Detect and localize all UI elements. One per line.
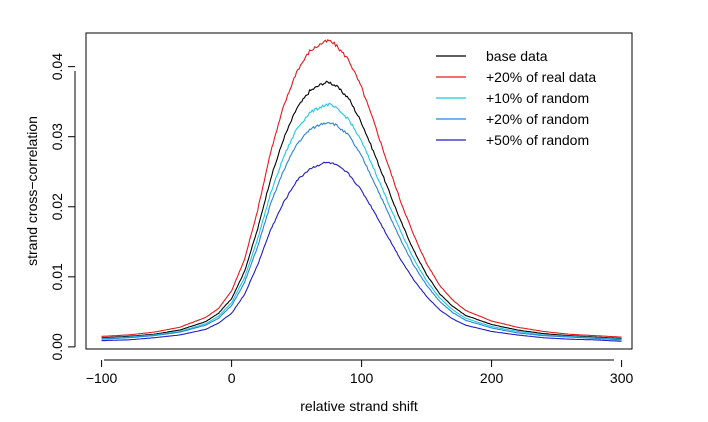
y-tick-label: 0.00 [49, 333, 65, 360]
series-line [101, 39, 622, 338]
x-axis-title: relative strand shift [300, 398, 418, 414]
y-axis: 0.00 0.01 0.02 0.03 0.04 [49, 53, 76, 361]
y-axis-title: strand cross−correlation [24, 116, 40, 266]
series-line [101, 80, 622, 339]
legend-label: +20% of random [486, 111, 589, 127]
legend-label: base data [486, 48, 548, 64]
series-line [101, 102, 622, 340]
legend-label: +20% of real data [486, 69, 596, 85]
legend-label: +10% of random [486, 90, 589, 106]
plot-frame [85, 32, 633, 350]
y-tick-label: 0.04 [49, 53, 65, 80]
x-tick-label: 100 [350, 370, 374, 386]
y-tick-label: 0.02 [49, 193, 65, 220]
x-axis: −100 0 100 200 300 [86, 359, 634, 386]
x-tick-label: 200 [480, 370, 504, 386]
legend-label: +50% of random [486, 132, 589, 148]
x-tick-label: −100 [86, 370, 118, 386]
x-tick-label: 300 [610, 370, 634, 386]
series-layer [101, 39, 622, 342]
y-tick-label: 0.03 [49, 123, 65, 150]
series-line [101, 122, 622, 341]
series-line [101, 161, 622, 342]
legend: base data +20% of real data +10% of random… [436, 48, 596, 148]
x-tick-label: 0 [228, 370, 236, 386]
y-tick-label: 0.01 [49, 263, 65, 290]
